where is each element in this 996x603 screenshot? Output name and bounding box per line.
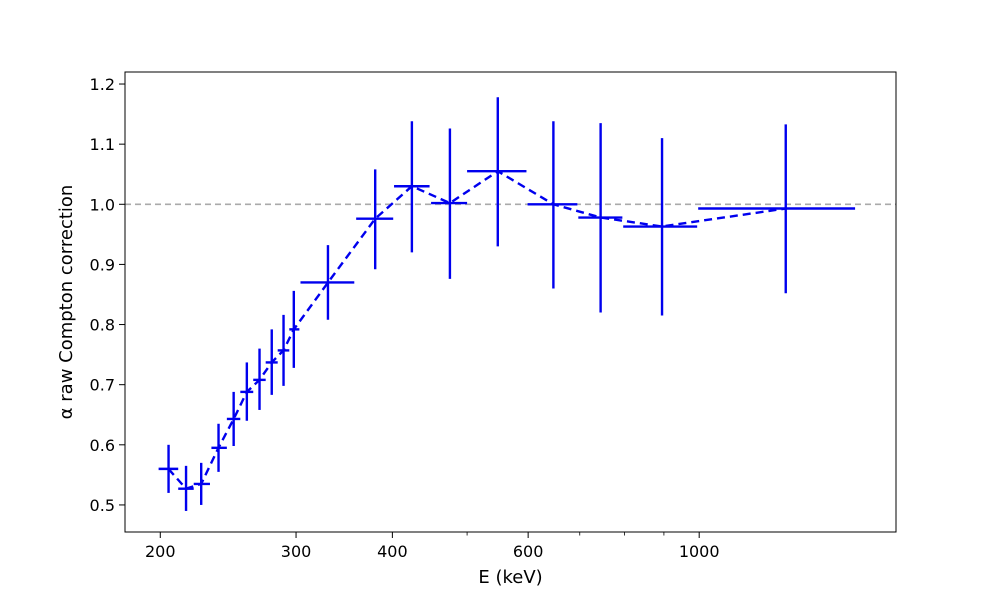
data-point: [240, 362, 254, 421]
data-point: [253, 348, 266, 410]
axis-layer: 200 300 400 600 1000 0.5 0.6 0.7 0.8 0.9 1.0 1.1 1.2: [90, 75, 720, 561]
x-tick-label: 300: [281, 542, 312, 561]
y-tick-label: 1.1: [90, 135, 115, 154]
y-tick-label: 1.0: [90, 195, 115, 214]
plot-frame: [124, 71, 897, 533]
x-tick-label: 400: [377, 542, 408, 561]
y-tick-label: 0.7: [90, 376, 115, 395]
y-tick-label: 0.5: [90, 496, 115, 515]
x-tick-label: 200: [145, 542, 176, 561]
x-tick-label: 600: [513, 542, 544, 561]
x-tick-label: 1000: [679, 542, 720, 561]
data-point: [698, 124, 856, 294]
y-axis-label: α raw Compton correction: [56, 185, 77, 420]
y-tick-label: 1.2: [90, 75, 115, 94]
data-point: [265, 329, 278, 395]
data-point: [193, 462, 210, 505]
y-tick-label: 0.6: [90, 436, 115, 455]
data-point: [178, 465, 194, 511]
data-point: [394, 121, 430, 253]
data-point: [467, 97, 527, 247]
series-line: [167, 169, 786, 491]
data-point: [623, 138, 698, 316]
y-tick-label: 0.9: [90, 255, 115, 274]
data-point: [300, 245, 355, 320]
series-layer: [158, 97, 856, 511]
data-point: [226, 391, 241, 447]
data-point: [431, 128, 468, 279]
data-point: [356, 169, 394, 270]
data-point: [289, 290, 300, 368]
data-point: [527, 121, 578, 289]
x-axis-label: E (keV): [478, 567, 542, 588]
data-point: [578, 123, 623, 313]
data-point: [211, 423, 227, 472]
data-point: [158, 444, 179, 493]
y-tick-label: 0.8: [90, 316, 115, 335]
data-point: [277, 314, 290, 386]
